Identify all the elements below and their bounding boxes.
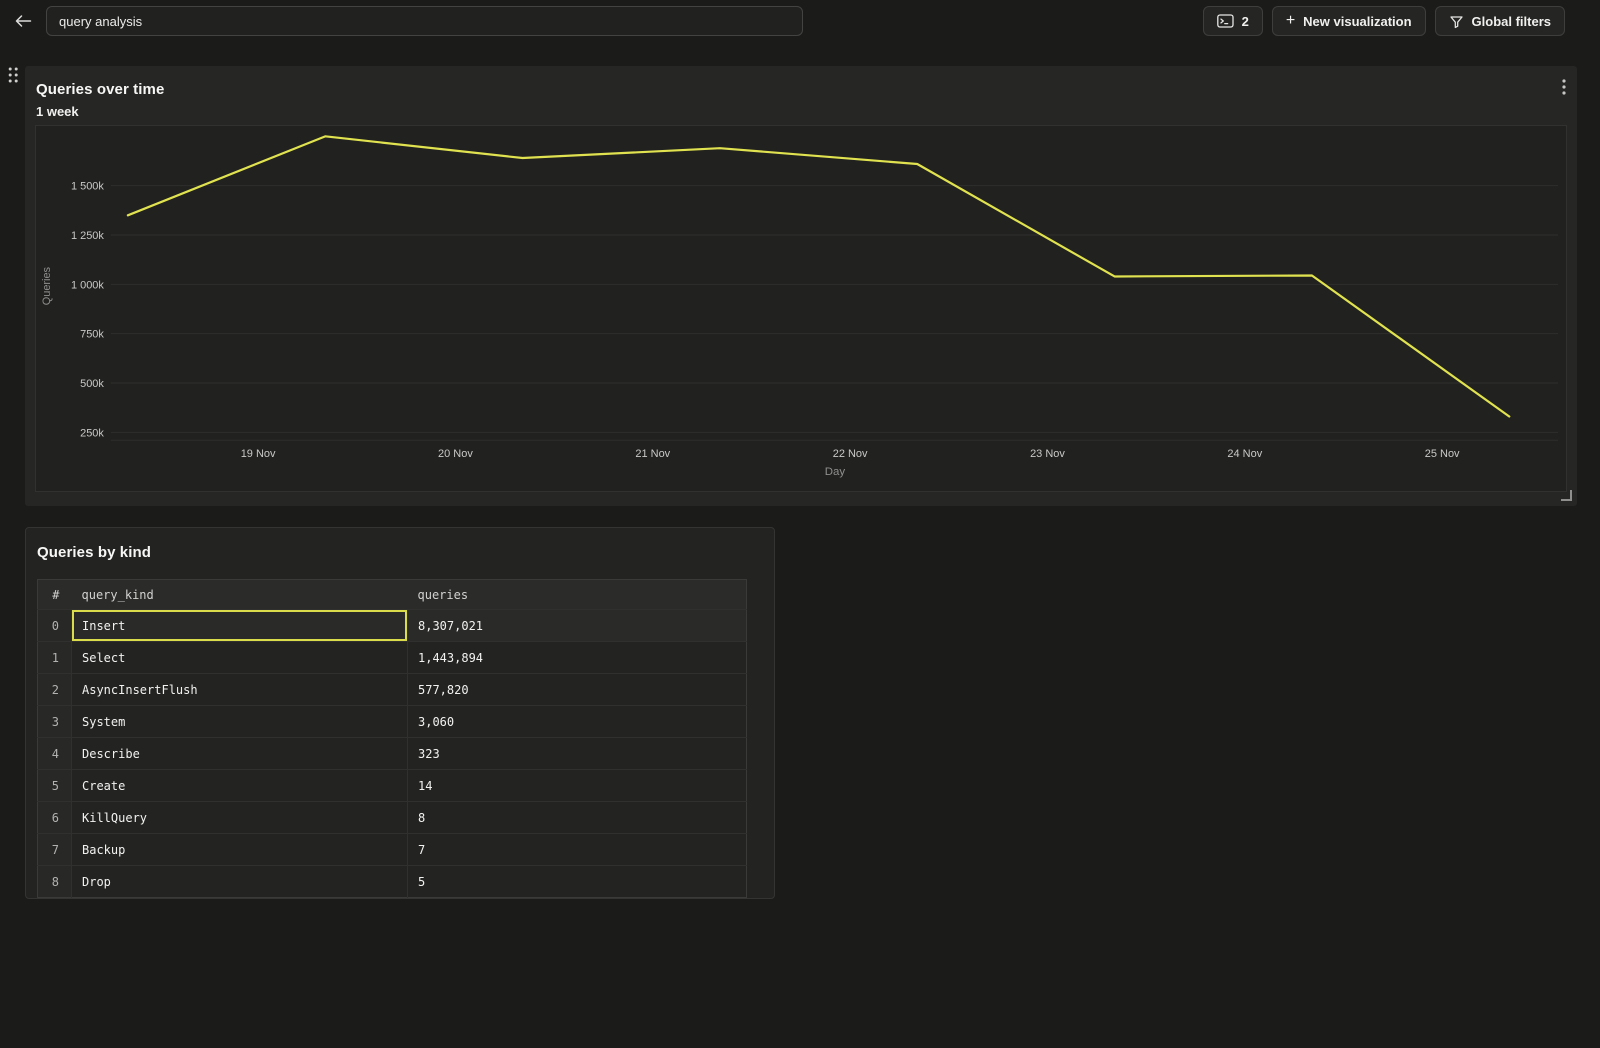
svg-text:24 Nov: 24 Nov [1227, 448, 1262, 460]
svg-text:1 000k: 1 000k [71, 279, 104, 291]
cell-query-kind[interactable]: Select [71, 641, 408, 674]
column-header-index[interactable]: # [37, 579, 72, 610]
cell-queries[interactable]: 323 [407, 737, 747, 770]
dashboard-title-input[interactable] [46, 6, 803, 36]
cell-queries[interactable]: 3,060 [407, 705, 747, 738]
row-index: 4 [37, 737, 72, 770]
table-row: 1 Select 1,443,894 [37, 641, 747, 674]
svg-text:1 250k: 1 250k [71, 230, 104, 242]
chart-plot-area: 250k 500k 750k 1 000k 1 250k 1 500k 19 Nov 20 N… [35, 125, 1567, 492]
row-index: 6 [37, 801, 72, 834]
resize-handle[interactable] [1561, 490, 1572, 501]
table-title: Queries by kind [37, 544, 152, 561]
cell-queries[interactable]: 14 [407, 769, 747, 802]
chart-subtitle: 1 week [36, 104, 79, 119]
svg-text:Queries: Queries [41, 266, 53, 305]
table-row: 4 Describe 323 [37, 737, 747, 770]
cell-query-kind[interactable]: KillQuery [71, 801, 408, 834]
column-header-query-kind[interactable]: query_kind [71, 579, 408, 610]
svg-text:250k: 250k [80, 427, 104, 439]
row-index: 8 [37, 865, 72, 898]
table-row: 8 Drop 5 [37, 865, 747, 898]
table-row: 7 Backup 7 [37, 833, 747, 866]
back-button[interactable] [10, 8, 36, 34]
svg-text:25 Nov: 25 Nov [1425, 448, 1460, 460]
cell-queries[interactable]: 8 [407, 801, 747, 834]
row-index: 0 [37, 609, 72, 642]
cell-queries[interactable]: 7 [407, 833, 747, 866]
column-header-queries[interactable]: queries [407, 579, 747, 610]
svg-text:750k: 750k [80, 329, 104, 341]
table-row: 6 KillQuery 8 [37, 801, 747, 834]
table-header: # query_kind queries [37, 579, 747, 610]
svg-text:19 Nov: 19 Nov [241, 448, 276, 460]
drag-handle-icon[interactable] [7, 66, 21, 84]
cell-queries[interactable]: 577,820 [407, 673, 747, 706]
row-index: 5 [37, 769, 72, 802]
cell-queries[interactable]: 8,307,021 [407, 609, 747, 642]
cell-query-kind[interactable]: System [71, 705, 408, 738]
new-visualization-button[interactable]: + New visualization [1271, 6, 1426, 36]
table-row: 2 AsyncInsertFlush 577,820 [37, 673, 747, 706]
row-index: 1 [37, 641, 72, 674]
kebab-menu-icon [1562, 79, 1566, 95]
back-arrow-icon [15, 15, 32, 27]
row-index: 2 [37, 673, 72, 706]
table-row: 0 Insert 8,307,021 [37, 609, 747, 642]
table-panel: Queries by kind # query_kind queries 0 Inse… [25, 527, 775, 899]
svg-text:1 500k: 1 500k [71, 181, 104, 193]
topbar: 2 + New visualization Global filters [0, 0, 1600, 42]
cell-queries[interactable]: 5 [407, 865, 747, 898]
global-filters-button[interactable]: Global filters [1434, 6, 1565, 36]
row-index: 7 [37, 833, 72, 866]
cell-query-kind[interactable]: Backup [71, 833, 408, 866]
svg-text:20 Nov: 20 Nov [438, 448, 473, 460]
cell-query-kind[interactable]: Insert [71, 609, 408, 642]
cell-query-kind[interactable]: Drop [71, 865, 408, 898]
sql-console-count-button[interactable]: 2 [1202, 6, 1263, 36]
new-visualization-label: New visualization [1303, 13, 1412, 29]
svg-text:22 Nov: 22 Nov [833, 448, 868, 460]
queries-line-chart: 250k 500k 750k 1 000k 1 250k 1 500k 19 Nov 20 N… [41, 135, 1559, 478]
chart-title: Queries over time [36, 81, 165, 98]
cell-query-kind[interactable]: Create [71, 769, 408, 802]
svg-text:500k: 500k [80, 378, 104, 390]
cell-query-kind[interactable]: AsyncInsertFlush [71, 673, 408, 706]
global-filters-label: Global filters [1471, 13, 1551, 29]
svg-text:23 Nov: 23 Nov [1030, 448, 1065, 460]
chart-panel: Queries over time 1 week 250k 500k 750k 1 0… [25, 66, 1577, 506]
cell-queries[interactable]: 1,443,894 [407, 641, 747, 674]
plus-icon: + [1285, 11, 1296, 29]
chart-menu-button[interactable] [1559, 76, 1569, 101]
console-window-icon [1216, 14, 1234, 28]
svg-text:Day: Day [825, 466, 846, 478]
sql-console-count-label: 2 [1241, 13, 1249, 29]
queries-by-kind-table: # query_kind queries 0 Insert 8,307,021 1 Sele… [37, 579, 747, 898]
svg-text:21 Nov: 21 Nov [635, 448, 670, 460]
cell-query-kind[interactable]: Describe [71, 737, 408, 770]
table-row: 5 Create 14 [37, 769, 747, 802]
row-index: 3 [37, 705, 72, 738]
topbar-actions: 2 + New visualization Global filters [1202, 6, 1565, 36]
funnel-icon [1449, 15, 1463, 28]
table-row: 3 System 3,060 [37, 705, 747, 738]
